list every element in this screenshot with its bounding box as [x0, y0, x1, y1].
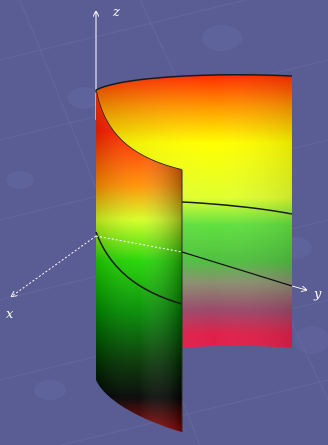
x-axis-label: x — [6, 307, 14, 322]
z-axis-label: z — [112, 5, 120, 20]
x-axis: x — [6, 235, 97, 322]
outer-surface — [95, 90, 183, 432]
y-axis: y — [95, 235, 322, 302]
inner-surface — [95, 74, 293, 349]
y-axis-label: y — [313, 287, 322, 302]
